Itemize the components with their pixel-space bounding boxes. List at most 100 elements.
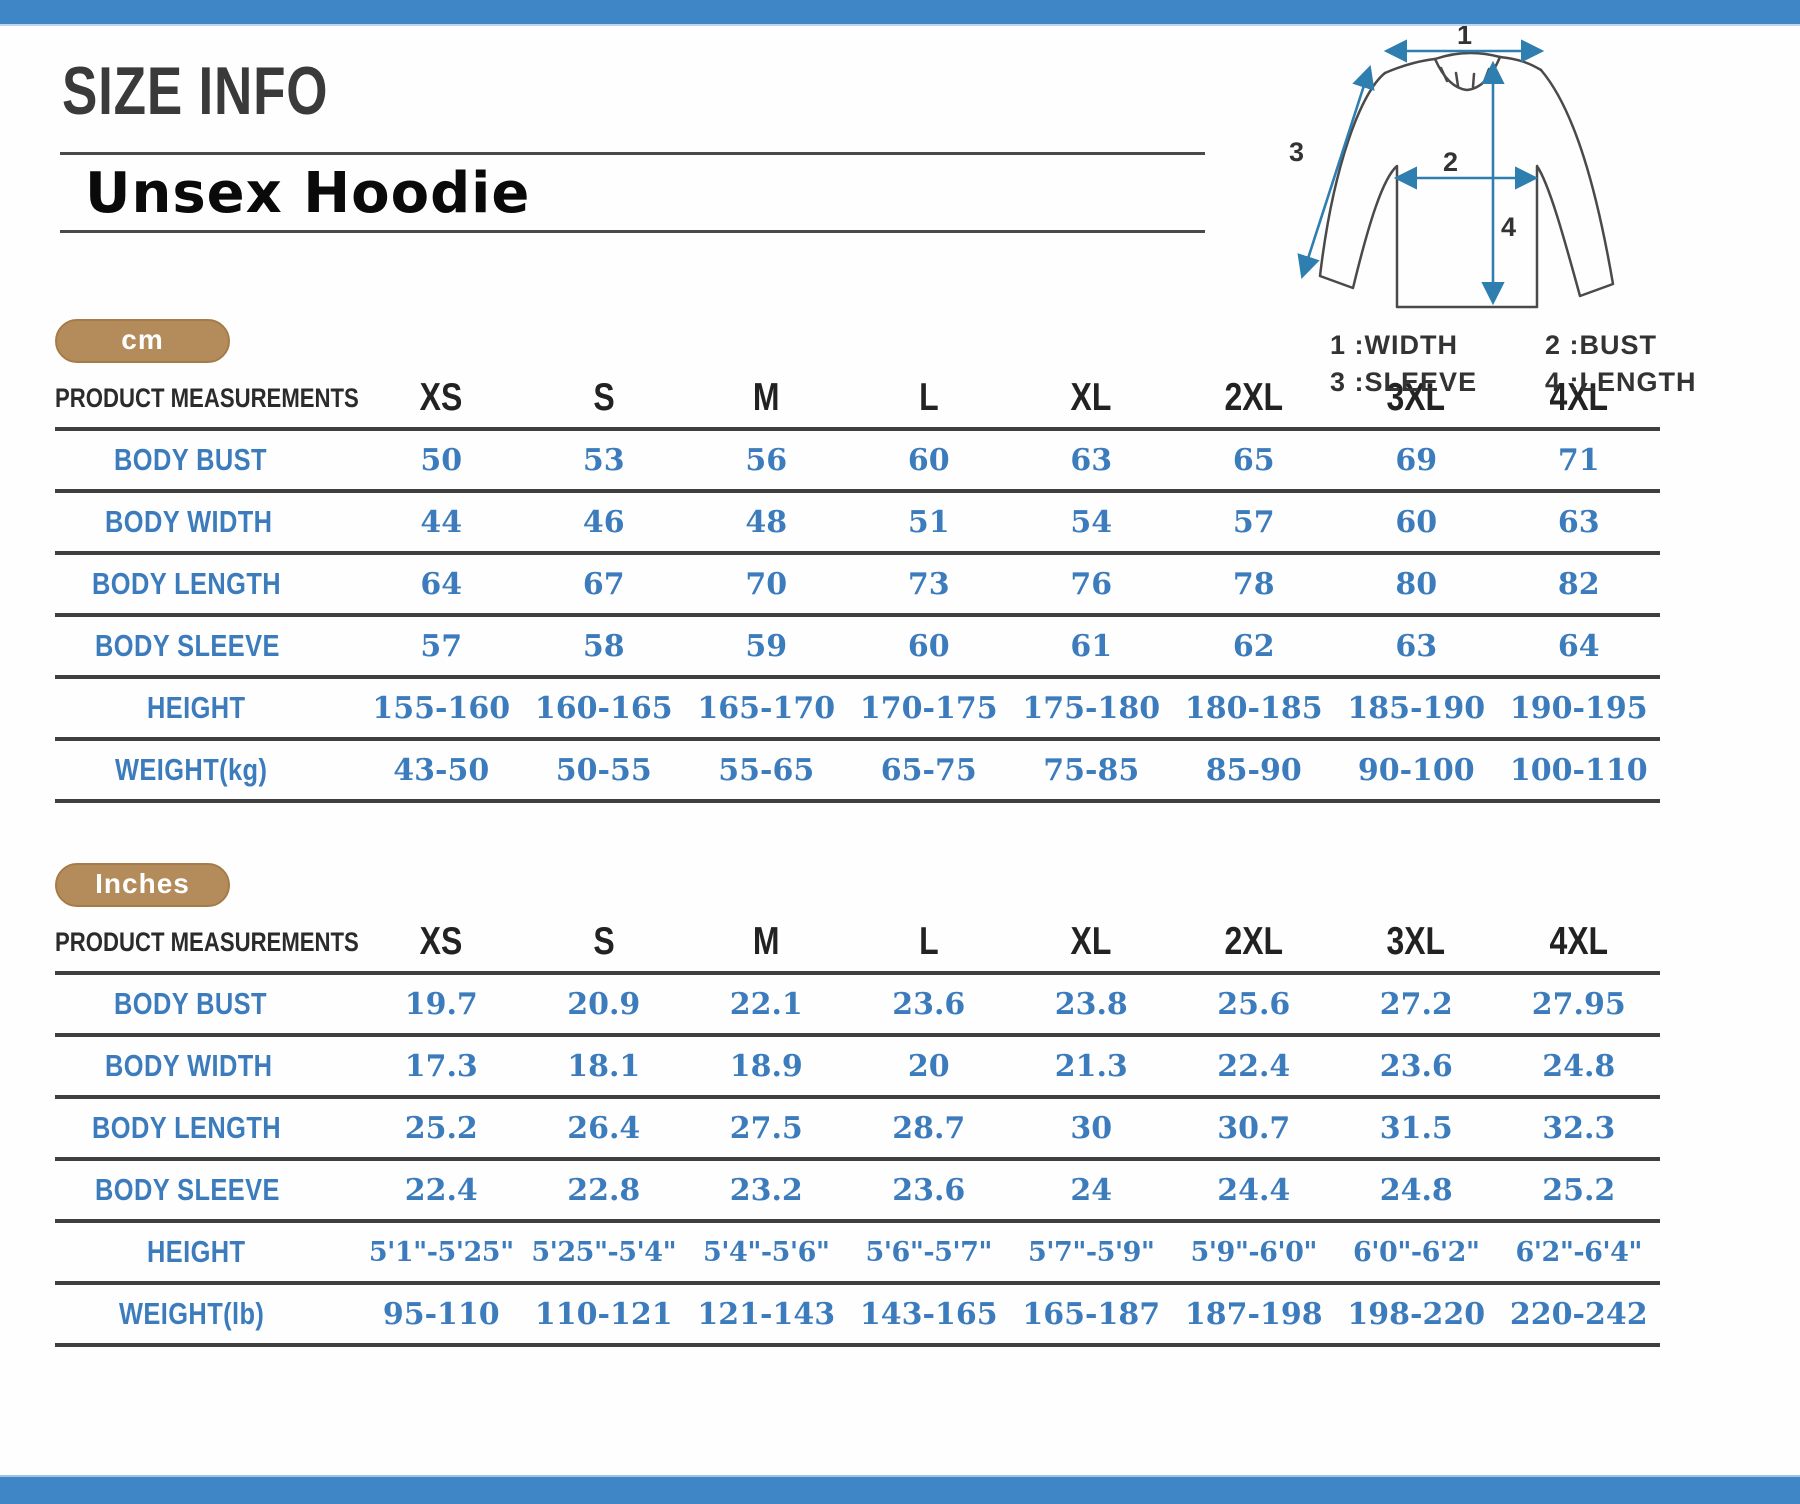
measurement-value: 165-170 [685, 677, 848, 741]
product-name: Unsex Hoodie [85, 161, 531, 226]
size-label: 4XL [1549, 920, 1609, 963]
row-label-text: BODY WIDTH [105, 504, 273, 539]
column-header-size-xs: XS [360, 369, 523, 431]
row-label-text: WEIGHT(lb) [118, 1296, 265, 1331]
measurement-value: 60 [847, 429, 1010, 493]
row-label: WEIGHT(kg) [55, 739, 360, 803]
table-row-body-width: BODY WIDTH 44 46 48 51 54 57 60 63 [55, 491, 1660, 555]
legend-label: :LENGTH [1569, 367, 1697, 397]
column-header-label: PRODUCT MEASUREMENTS [55, 926, 359, 957]
hoodie-diagram: 1 2 3 4 1 :WIDTH 2 :BUST 3 :SLEEVE 4 :LE… [1275, 26, 1775, 398]
measurement-value: 65 [1172, 429, 1335, 493]
row-label-text: HEIGHT [147, 690, 246, 725]
measurement-value: 22.1 [685, 973, 848, 1037]
measurement-value: 24 [1010, 1159, 1173, 1223]
measurement-value: 30.7 [1172, 1097, 1335, 1161]
measurement-value: 5'4"-5'6" [685, 1221, 848, 1285]
column-header-product-measurements: PRODUCT MEASUREMENTS [55, 369, 360, 431]
shirt-outline [1318, 51, 1615, 309]
measurement-value: 155-160 [360, 677, 523, 741]
column-header-size-l: L [847, 369, 1010, 431]
column-header-size-2xl: 2XL [1172, 913, 1335, 975]
measurement-value: 20.9 [522, 973, 685, 1037]
marker-3: 3 [1289, 137, 1304, 167]
measurement-value: 160-165 [522, 677, 685, 741]
column-header-size-xl: XL [1010, 913, 1173, 975]
header-row: PRODUCT MEASUREMENTS XS S M L XL 2XL 3XL 4XL [55, 369, 1660, 431]
row-label-text: BODY BUST [114, 442, 268, 477]
legend-num: 2 [1545, 330, 1562, 360]
measurement-value: 28.7 [847, 1097, 1010, 1161]
size-section-inches: Inches PRODUCT MEASUREMENTS XS S M L XL 2XL 3XL 4… [55, 863, 1800, 1347]
measurement-value: 22.4 [360, 1159, 523, 1223]
measurement-value: 60 [847, 615, 1010, 679]
row-label: HEIGHT [55, 677, 360, 741]
table-row-height: HEIGHT 5'1"-5'25" 5'25"-5'4" 5'4"-5'6" 5'6"-… [55, 1221, 1660, 1285]
column-header-size-xl: XL [1010, 369, 1173, 431]
row-label: WEIGHT(lb) [55, 1283, 360, 1347]
main-content: SIZE INFO Unsex Hoodie cm PRODUCT MEASURE… [0, 24, 1800, 1347]
size-table-cm: PRODUCT MEASUREMENTS XS S M L XL 2XL 3XL 4XL BODY… [55, 369, 1660, 803]
legend-num: 4 [1545, 367, 1562, 397]
measurement-legend: 1 :WIDTH 2 :BUST 3 :SLEEVE 4 :LENGTH [1330, 330, 1775, 398]
measurement-value: 32.3 [1497, 1097, 1660, 1161]
measurement-value: 95-110 [360, 1283, 523, 1347]
column-header-size-s: S [522, 913, 685, 975]
size-tables: cm PRODUCT MEASUREMENTS XS S M L XL 2XL 3XL 4XL BO… [0, 319, 1800, 1347]
measurement-value: 27.5 [685, 1097, 848, 1161]
measurement-value: 5'25"-5'4" [522, 1221, 685, 1285]
legend-item-bust: 2 :BUST [1545, 330, 1760, 361]
table-row-weight-kg: WEIGHT(kg) 43-50 50-55 55-65 65-75 75-85 85-90… [55, 739, 1660, 803]
marker-1: 1 [1457, 26, 1472, 50]
column-header-size-3xl: 3XL [1335, 369, 1498, 431]
measurement-value: 5'7"-5'9" [1010, 1221, 1173, 1285]
row-label: BODY BUST [55, 429, 360, 493]
unit-badge-cm: cm [55, 319, 230, 363]
legend-item-sleeve: 3 :SLEEVE [1330, 367, 1545, 398]
measurement-value: 6'2"-6'4" [1497, 1221, 1660, 1285]
measurement-value: 18.9 [685, 1035, 848, 1099]
measurement-value: 63 [1497, 491, 1660, 555]
measurement-value: 71 [1497, 429, 1660, 493]
measurement-value: 170-175 [847, 677, 1010, 741]
measurement-value: 23.6 [1335, 1035, 1498, 1099]
measurement-value: 25.2 [1497, 1159, 1660, 1223]
legend-item-width: 1 :WIDTH [1330, 330, 1545, 361]
size-label: XL [1070, 920, 1112, 963]
table-row-body-bust: BODY BUST 50 53 56 60 63 65 69 71 [55, 429, 1660, 493]
measurement-value: 23.2 [685, 1159, 848, 1223]
column-header-size-2xl: 2XL [1172, 369, 1335, 431]
measurement-value: 76 [1010, 553, 1173, 617]
measurement-value: 21.3 [1010, 1035, 1173, 1099]
column-header-size-3xl: 3XL [1335, 913, 1498, 975]
size-label: XS [419, 376, 463, 419]
table-row-body-sleeve: BODY SLEEVE 22.4 22.8 23.2 23.6 24 24.4 24.8 25.… [55, 1159, 1660, 1223]
size-label: L [918, 920, 939, 963]
measurement-value: 143-165 [847, 1283, 1010, 1347]
measurement-value: 187-198 [1172, 1283, 1335, 1347]
size-label: 4XL [1549, 376, 1609, 419]
measurement-value: 31.5 [1335, 1097, 1498, 1161]
measurement-value: 80 [1335, 553, 1498, 617]
marker-2: 2 [1443, 147, 1458, 177]
measurement-value: 50 [360, 429, 523, 493]
measurement-value: 62 [1172, 615, 1335, 679]
table-row-body-sleeve: BODY SLEEVE 57 58 59 60 61 62 63 64 [55, 615, 1660, 679]
measurement-value: 57 [360, 615, 523, 679]
legend-label: :SLEEVE [1354, 367, 1478, 397]
arrow-number-labels: 1 2 3 4 [1289, 26, 1516, 242]
measurement-value: 19.7 [360, 973, 523, 1037]
size-label: L [918, 376, 939, 419]
row-label-text: BODY WIDTH [105, 1048, 273, 1083]
row-label-text: BODY SLEEVE [94, 1172, 280, 1207]
legend-label: :BUST [1569, 330, 1658, 360]
measurement-value: 58 [522, 615, 685, 679]
measurement-value: 30 [1010, 1097, 1173, 1161]
measurement-value: 5'9"-6'0" [1172, 1221, 1335, 1285]
column-header-size-4xl: 4XL [1497, 369, 1660, 431]
row-label: BODY LENGTH [55, 553, 360, 617]
measurement-value: 198-220 [1335, 1283, 1498, 1347]
marker-4: 4 [1501, 212, 1516, 242]
column-header-size-m: M [685, 913, 848, 975]
measurement-value: 26.4 [522, 1097, 685, 1161]
